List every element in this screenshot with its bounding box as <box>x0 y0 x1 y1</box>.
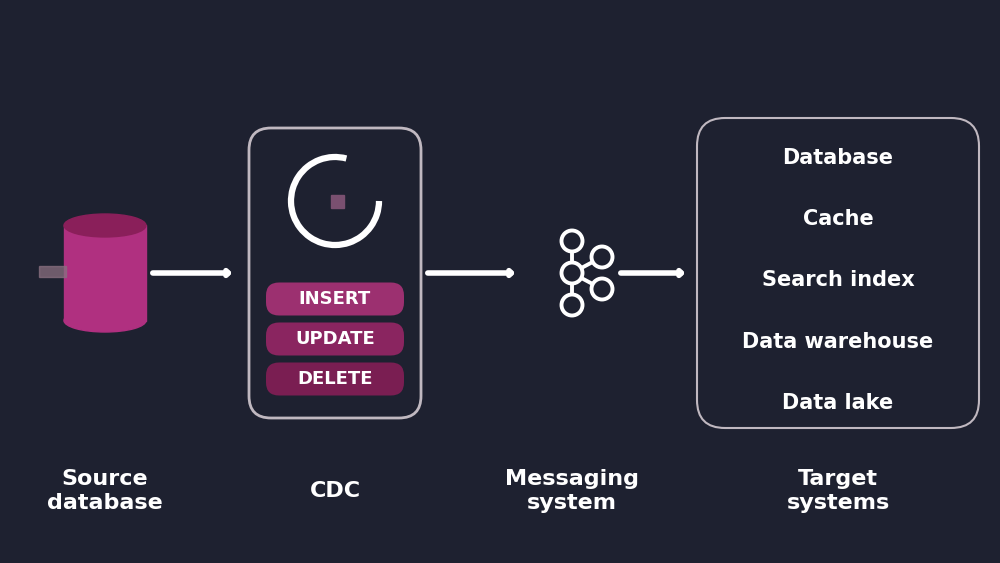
Text: Database: Database <box>783 148 894 168</box>
Text: Search index: Search index <box>762 270 914 291</box>
Text: Source
database: Source database <box>47 470 163 512</box>
FancyBboxPatch shape <box>266 363 404 395</box>
Circle shape <box>592 279 612 300</box>
Text: Messaging
system: Messaging system <box>505 470 639 512</box>
Text: Data warehouse: Data warehouse <box>742 332 934 352</box>
FancyBboxPatch shape <box>249 128 421 418</box>
Text: DELETE: DELETE <box>297 370 373 388</box>
Circle shape <box>562 230 582 252</box>
FancyBboxPatch shape <box>266 283 404 315</box>
Circle shape <box>562 294 582 315</box>
Bar <box>331 194 344 208</box>
Bar <box>64 225 146 320</box>
Text: UPDATE: UPDATE <box>295 330 375 348</box>
Text: Data lake: Data lake <box>782 393 894 413</box>
FancyBboxPatch shape <box>697 118 979 428</box>
Text: Cache: Cache <box>803 209 873 229</box>
Ellipse shape <box>64 214 146 237</box>
Circle shape <box>562 262 582 284</box>
Ellipse shape <box>64 309 146 332</box>
Circle shape <box>592 247 612 267</box>
FancyBboxPatch shape <box>266 323 404 355</box>
Text: CDC: CDC <box>309 481 361 501</box>
Text: Target
systems: Target systems <box>786 470 890 512</box>
Bar <box>39 266 66 276</box>
Text: INSERT: INSERT <box>299 290 371 308</box>
